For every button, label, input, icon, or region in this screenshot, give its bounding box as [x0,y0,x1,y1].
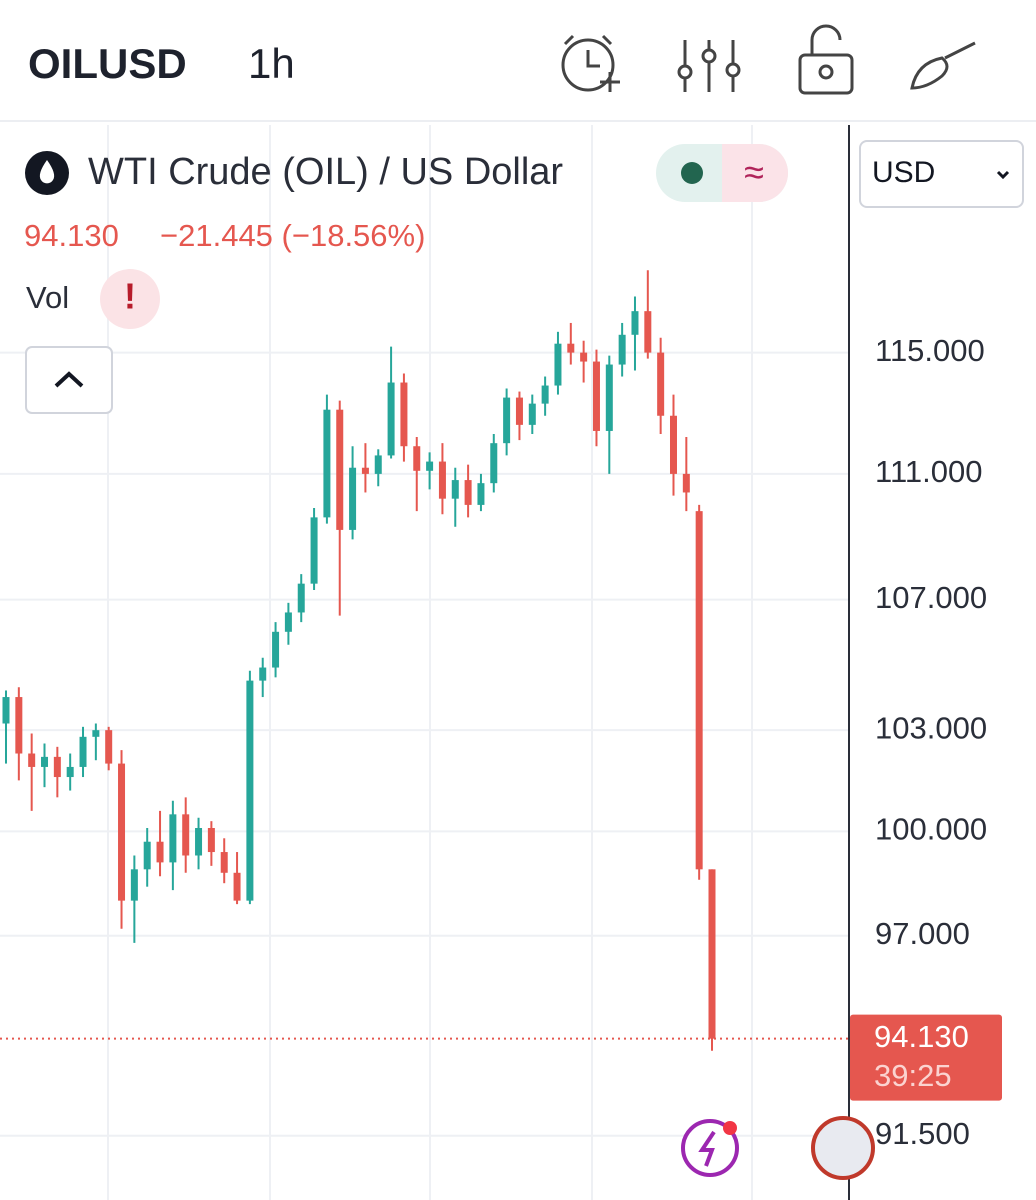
dropdown-arrow [996,170,1010,180]
candle-body [53,756,61,778]
warning-mark: ! [124,276,136,317]
currency-label: USD [872,156,935,189]
last-price-box [850,1014,1002,1101]
candle-body [592,361,600,431]
candle-body [130,869,138,901]
candle-body [554,343,562,386]
candle-body [669,415,677,474]
y-tick-label: 107.000 [875,580,987,615]
y-tick-label: 97.000 [875,916,970,951]
candle-body [336,409,344,530]
candle-body [310,517,318,584]
candle-body [79,736,87,767]
candle-body [323,409,331,518]
lock-icon[interactable] [798,24,854,95]
candles [2,270,716,1051]
notification-dot [723,1121,737,1135]
economic-calendar-icon[interactable] [811,1116,875,1180]
candle-body [374,455,382,474]
candle-body [15,697,23,754]
lightning [698,1130,716,1167]
candle-body [695,511,703,870]
candle-body [259,667,267,681]
interval[interactable]: 1h [248,40,295,87]
candle-body [156,841,164,863]
candle-body [66,766,74,778]
last-price-label: 94.130 [874,1019,969,1054]
y-tick-label: 100.000 [875,812,987,847]
approx-icon: ≈ [744,152,764,193]
candle-body [387,382,395,456]
price-axis: 115.000 111.000 107.000 103.000 100.000 97.00… [850,333,1002,1151]
candle-body [413,446,421,471]
candle-body [105,730,113,764]
candle-body [464,480,472,505]
candle-body [426,461,434,471]
candle-body [605,364,613,431]
grid [0,351,848,1137]
candle-body [657,352,665,416]
legend-change: −21.445 (−18.56%) [160,218,425,253]
y-tick-label: 115.000 [875,333,985,368]
market-status-dot [681,162,703,184]
y-tick-label: 111.000 [875,454,982,489]
candle-body [207,827,215,853]
candle-body [644,311,652,353]
candle-body [631,311,639,335]
y-tick-label: 91.500 [875,1116,970,1151]
candle-body [220,852,228,873]
status-pill-right [722,144,788,202]
countdown: 39:25 [874,1058,952,1093]
indicators-icon[interactable] [677,40,741,92]
chevron-up [54,371,84,388]
candle-body [297,583,305,613]
candle-body [361,467,369,474]
candle-body [272,631,280,668]
currency-selector[interactable] [859,140,1024,208]
candle-body [41,756,49,767]
legend-price: 94.130 [24,218,119,253]
candle-body [92,730,100,737]
candle-body [503,397,511,444]
candle-body [400,382,408,447]
volume-warning[interactable] [100,269,160,329]
candle-body [284,612,292,632]
candle-body [580,352,588,362]
candle-body [28,753,36,767]
alert-icon[interactable] [561,34,620,92]
oil-drop [39,160,55,184]
volume-label: Vol [26,280,69,315]
candle-body [567,343,575,353]
candle-body [182,814,190,856]
candle-body [195,827,203,856]
y-tick-label: 103.000 [875,710,987,745]
candle-body [451,480,459,499]
candle-body [682,473,690,493]
collapse-button[interactable] [25,346,113,414]
candle-body [143,841,151,870]
candle-body [541,385,549,404]
candle-body [515,397,523,425]
candle-body [528,403,536,425]
candle-body [349,467,357,530]
candle-body [233,872,241,901]
legend-title: WTI Crude (OIL) / US Dollar [88,151,563,193]
candle-body [2,697,10,724]
candle-body [708,869,716,1039]
symbol[interactable]: OILUSD [28,40,187,87]
candle-body [118,763,126,901]
candle-body [438,461,446,499]
drawing-icon[interactable] [910,41,976,90]
candle-body [490,443,498,484]
candle-body [477,483,485,505]
candle-body [246,680,254,901]
candle-body [618,334,626,365]
candle-body [169,814,177,863]
